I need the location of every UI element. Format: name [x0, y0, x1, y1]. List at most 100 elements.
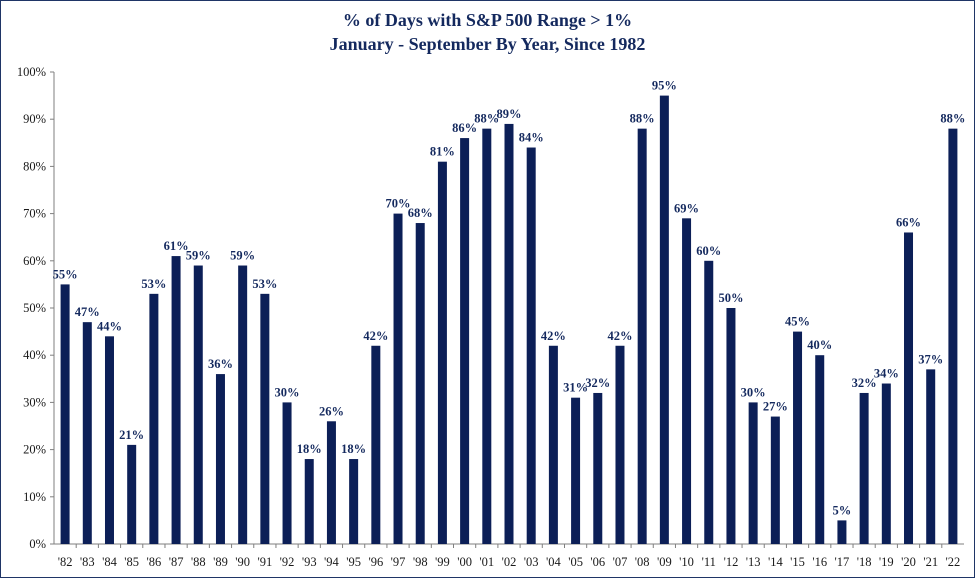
bar	[393, 213, 403, 544]
x-tick-label: '84	[102, 555, 118, 569]
x-tick-label: '12	[724, 555, 739, 569]
x-tick-label: '87	[169, 555, 184, 569]
chart-subtitle: January - September By Year, Since 1982	[329, 34, 646, 54]
bar	[282, 402, 292, 544]
bar	[215, 374, 225, 544]
y-tick-label: 100%	[17, 65, 46, 79]
bar-value-label: 69%	[674, 201, 699, 215]
chart-title: % of Days with S&P 500 Range > 1%	[342, 10, 633, 30]
x-tick-label: '83	[80, 555, 95, 569]
x-tick-label: '13	[746, 555, 761, 569]
x-tick-label: '90	[235, 555, 250, 569]
bar-value-label: 86%	[452, 121, 477, 135]
bar-value-label: 95%	[652, 79, 677, 93]
bar-value-label: 42%	[541, 329, 566, 343]
x-axis: '82 '83 '84 '85 '86 '87 '88 '89 '90 '91 '92 '93 '94 '…	[54, 543, 964, 569]
bar	[349, 459, 359, 544]
bar	[371, 345, 381, 544]
bar-value-label: 70%	[386, 197, 411, 211]
x-tick-label: '22	[946, 555, 961, 569]
x-tick-label: '82	[58, 555, 73, 569]
x-tick-label: '21	[923, 555, 938, 569]
x-tick-label: '17	[835, 555, 850, 569]
bar	[504, 123, 514, 545]
bar	[437, 161, 447, 544]
x-tick-label: '93	[302, 555, 317, 569]
x-tick-label: '06	[590, 555, 605, 569]
x-tick-label: '04	[546, 555, 562, 569]
x-tick-label: '89	[213, 555, 228, 569]
bar-value-label: 59%	[186, 249, 211, 263]
bar-value-label: 59%	[230, 249, 255, 263]
x-tick-label: '14	[768, 555, 784, 569]
bars	[60, 95, 958, 545]
bar	[193, 265, 203, 544]
bar	[793, 331, 803, 544]
x-tick-label: '97	[391, 555, 406, 569]
bar-value-label: 47%	[75, 305, 100, 319]
y-tick-label: 90%	[23, 112, 46, 126]
x-tick-label: '09	[657, 555, 672, 569]
bar	[548, 345, 558, 544]
x-tick-label: '98	[413, 555, 428, 569]
bar-value-label: 81%	[430, 145, 455, 159]
x-tick-label: '92	[280, 555, 295, 569]
bar	[482, 128, 492, 544]
bar-value-label: 34%	[874, 367, 899, 381]
bar-value-label: 68%	[408, 206, 433, 220]
bar	[904, 232, 914, 545]
bar	[726, 308, 736, 544]
x-tick-label: '01	[479, 555, 494, 569]
bar-value-label: 42%	[363, 329, 388, 343]
data-labels: 55%47%44%21%53%61%59%36%59%53%30%18%26%1…	[53, 79, 966, 518]
bar	[238, 265, 248, 544]
bar-value-label: 60%	[696, 244, 721, 258]
bar-value-label: 53%	[141, 277, 166, 291]
bar	[859, 392, 869, 544]
bar-value-label: 18%	[297, 442, 322, 456]
bar	[260, 293, 270, 544]
bar	[104, 336, 114, 544]
bar-value-label: 42%	[607, 329, 632, 343]
y-tick-label: 40%	[23, 348, 46, 362]
x-tick-label: '94	[324, 555, 340, 569]
x-tick-label: '00	[457, 555, 472, 569]
bar-value-label: 61%	[164, 239, 189, 253]
x-tick-label: '11	[702, 555, 716, 569]
bar-value-label: 44%	[97, 319, 122, 333]
bar-value-label: 50%	[718, 291, 743, 305]
chart-title-block: % of Days with S&P 500 Range > 1% Januar…	[0, 8, 975, 56]
x-tick-label: '02	[502, 555, 517, 569]
bar-value-label: 30%	[275, 385, 300, 399]
x-tick-label: '07	[613, 555, 628, 569]
bar	[815, 355, 825, 544]
y-tick-label: 80%	[23, 159, 46, 173]
bar-value-label: 18%	[341, 442, 366, 456]
bar	[326, 421, 336, 544]
x-tick-label: '08	[635, 555, 650, 569]
bar-value-label: 36%	[208, 357, 233, 371]
bar	[770, 416, 780, 544]
bar-value-label: 66%	[896, 215, 921, 229]
x-tick-label: '99	[435, 555, 450, 569]
y-tick-label: 60%	[23, 254, 46, 268]
bar-value-label: 21%	[119, 428, 144, 442]
bar	[926, 369, 936, 544]
bar	[127, 444, 137, 544]
bar-value-label: 53%	[252, 277, 277, 291]
bar-value-label: 27%	[763, 400, 788, 414]
x-tick-label: '86	[146, 555, 161, 569]
y-tick-label: 30%	[23, 395, 46, 409]
y-axis: 0% 10% 20% 30% 40% 50% 60% 70% 80% 90% 100%	[17, 65, 55, 551]
bar-value-label: 30%	[741, 385, 766, 399]
x-tick-label: '91	[257, 555, 272, 569]
bar-value-label: 5%	[833, 503, 852, 517]
bar	[82, 322, 92, 544]
bar-value-label: 37%	[918, 352, 943, 366]
x-tick-label: '05	[568, 555, 583, 569]
bar	[615, 345, 625, 544]
bar-value-label: 26%	[319, 404, 344, 418]
bar	[526, 147, 536, 544]
bar	[837, 520, 847, 544]
